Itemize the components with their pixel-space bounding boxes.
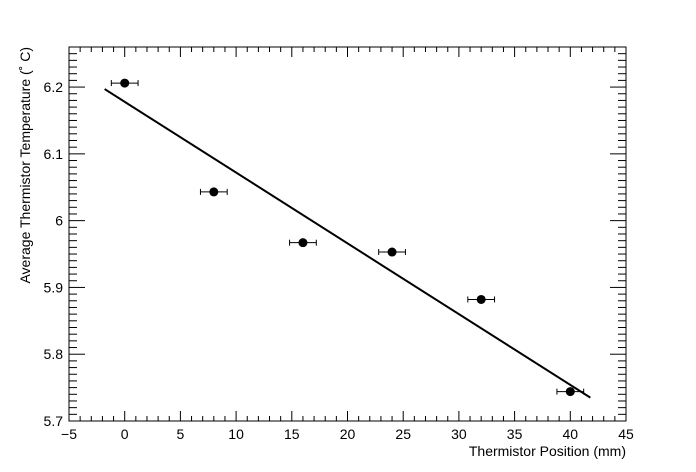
- points-layer: [110, 78, 585, 397]
- y-tick-label: 6.1: [44, 146, 64, 162]
- x-tick-label: 5: [177, 426, 185, 442]
- x-tick-label: 35: [507, 426, 523, 442]
- x-tick-label: 20: [340, 426, 356, 442]
- ticks-layer: −5 0 5 10 15 20 25 30 35 40 45 5.7 5.8 5.9 6 6.1 6.2: [44, 46, 634, 442]
- data-point: [565, 387, 575, 397]
- data-point: [120, 78, 130, 88]
- x-tick-label: 25: [395, 426, 411, 442]
- y-tick-label: 5.8: [44, 346, 64, 362]
- data-point: [298, 238, 308, 248]
- x-tick-label: 30: [451, 426, 467, 442]
- fit-layer: [104, 88, 591, 399]
- x-tick-label: 0: [121, 426, 129, 442]
- x-tick-label: 45: [618, 426, 634, 442]
- y-tick-label: 5.9: [44, 279, 64, 295]
- x-tick-label: 40: [563, 426, 579, 442]
- plot-frame: [68, 46, 627, 422]
- y-axis-title: Average Thermistor Temperature (˚ C): [17, 47, 33, 284]
- data-point: [476, 294, 486, 304]
- y-tick-label: 6.2: [44, 79, 64, 95]
- data-point: [209, 187, 219, 197]
- x-tick-label: 15: [284, 426, 300, 442]
- x-axis-title: Thermistor Position (mm): [469, 443, 626, 459]
- y-tick-label: 6: [55, 213, 63, 229]
- data-point: [387, 247, 397, 257]
- fit-line: [104, 88, 591, 399]
- x-tick-label: 10: [228, 426, 244, 442]
- x-tick-label: −5: [61, 426, 77, 442]
- y-tick-label: 5.7: [44, 413, 64, 429]
